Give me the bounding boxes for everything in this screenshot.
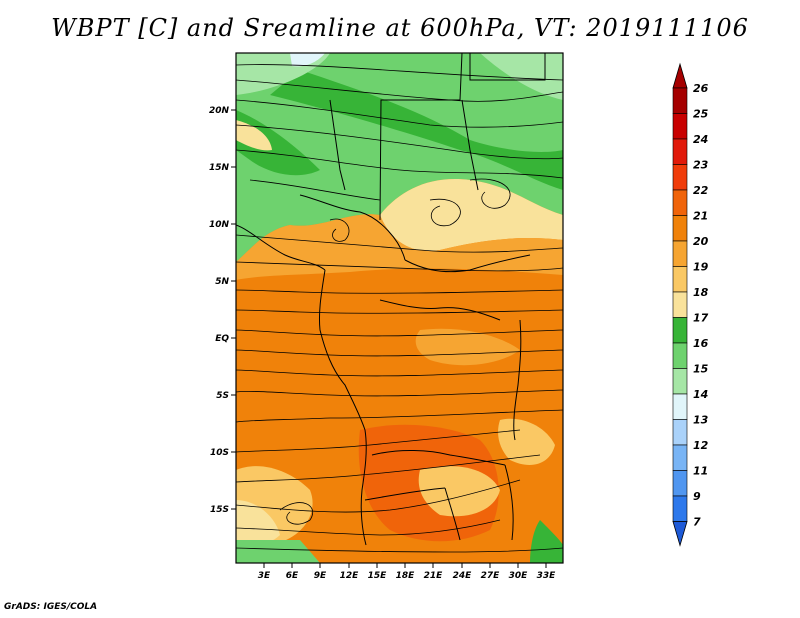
lon-tick-label: 33E [537,571,557,581]
colorbar-swatch [672,470,688,497]
colorbar-swatch [672,419,688,446]
country-borders [236,53,546,546]
lon-tick-label: 24E [453,571,473,581]
map-frame [235,52,564,564]
colorbar-label: 9 [693,490,701,503]
colorbar-swatch [672,164,688,191]
lon-tick-label: 30E [509,571,529,581]
colorbar-swatch [672,444,688,471]
colorbar-label: 18 [693,286,709,299]
colorbar-swatch [672,215,688,242]
colorbar-label: 7 [693,516,701,529]
colorbar: 26 25 24 23 22 21 20 19 18 17 16 15 14 13 12 11 9 7 [672,62,709,547]
colorbar-label: 17 [693,312,709,325]
grads-credit: GrADS: IGES/COLA [4,602,98,612]
colorbar-swatch [672,240,688,267]
colorbar-label: 24 [693,133,708,146]
colorbar-label: 19 [693,261,709,274]
colorbar-label: 13 [693,414,709,427]
lat-tick-label: 10N [209,220,230,230]
lat-tick-label: EQ [215,334,229,344]
colorbar-swatch [672,266,688,293]
lon-tick-label: 15E [368,571,388,581]
colorbar-swatch [672,317,688,344]
colorbar-swatch [672,87,688,114]
colorbar-label: 16 [693,337,709,350]
colorbar-label: 21 [693,210,708,223]
colorbar-swatch [672,368,688,395]
lon-tick-label: 3E [258,571,271,581]
colorbar-swatch [672,495,688,522]
lat-tick-label: 5N [215,277,229,287]
colorbar-label: 23 [693,159,709,172]
colorbar-swatch [672,342,688,369]
lon-tick-label: 12E [340,571,360,581]
lon-axis: 3E 6E 9E 12E 15E 18E 21E 24E 27E 30E 33E [258,563,556,581]
wbpt-field [236,53,563,563]
colorbar-label: 11 [693,465,708,478]
colorbar-swatch [672,189,688,216]
colorbar-label: 14 [693,388,708,401]
lat-tick-label: 20N [209,106,230,116]
lon-tick-label: 27E [481,571,501,581]
colorbar-label: 22 [693,184,709,197]
lat-tick-label: 15N [209,163,230,173]
lon-tick-label: 18E [396,571,416,581]
colorbar-swatch [672,113,688,140]
lat-axis: 20N 15N 10N 5N EQ 5S 10S 15S [209,106,236,515]
streamlines [236,64,563,553]
colorbar-swatch [672,393,688,420]
colorbar-label: 15 [693,363,709,376]
lat-tick-label: 15S [210,505,229,515]
lon-tick-label: 21E [424,571,444,581]
lat-tick-label: 10S [210,448,229,458]
colorbar-label: 20 [693,235,709,248]
lon-tick-label: 9E [314,571,327,581]
plot-title: WBPT [C] and Sreamline at 600hPa, VT: 20… [51,14,749,42]
colorbar-bottom-arrow [672,521,688,547]
lon-tick-label: 6E [286,571,299,581]
colorbar-label: 25 [693,108,709,121]
colorbar-top-arrow [672,62,688,89]
lat-tick-label: 5S [216,391,229,401]
colorbar-swatch [672,138,688,165]
colorbar-label: 26 [693,82,709,95]
colorbar-swatch [672,291,688,318]
colorbar-label: 12 [693,439,709,452]
